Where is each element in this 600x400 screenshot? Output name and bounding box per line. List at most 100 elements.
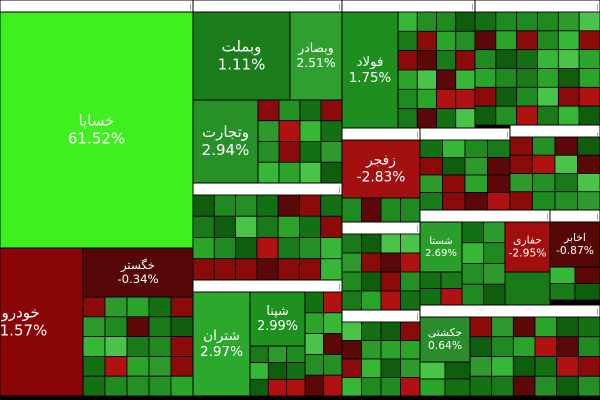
stock-tile [192,11,291,101]
small-tile [557,105,580,126]
small-tile [512,356,536,377]
small-tile [537,49,559,69]
small-tile [323,374,343,397]
small-tile [495,11,518,32]
small-tile [361,197,382,223]
small-tile [380,271,401,292]
small-tile [341,271,362,292]
small-tile [320,161,343,184]
small-tile [320,258,343,281]
small-tile [436,11,457,32]
small-tile [257,99,280,122]
small-tile [534,356,558,377]
stock-name: وبملت [222,38,262,56]
small-tile [104,316,128,337]
small-tile [361,358,382,378]
small-tile [361,233,382,254]
stock-name: زفجر [365,153,396,169]
stock-change: -1.57% [0,322,47,340]
small-tile [361,290,382,311]
stock-tile [0,11,194,249]
small-tile [442,157,466,176]
small-tile [126,375,150,397]
small-tile [442,192,466,211]
stock-change: 1.75% [349,71,391,86]
small-tile [380,290,401,311]
small-tile [461,263,484,285]
small-tile [537,11,559,32]
small-tile [341,197,362,223]
stock-change: 0.64% [428,339,462,352]
stock-name: حکشتی [428,326,462,339]
small-tile [82,296,106,318]
small-tile [419,174,443,193]
small-tile [461,221,484,244]
small-tile [361,321,382,341]
small-tile [469,375,493,397]
small-tile [455,11,476,32]
small-tile [267,345,288,364]
sector-title: حمل و نقل، انبارداری و ارتباطات [+] [597,308,600,316]
small-tile [436,50,457,71]
small-tile [474,86,497,107]
small-tile [416,30,437,52]
small-tile [361,252,382,273]
small-tile [400,252,421,273]
small-tile [400,377,421,397]
small-tile [578,86,600,107]
stock-change: 2.97% [200,344,243,360]
small-tile [436,69,457,90]
small-tile [299,161,322,184]
stock-tile [419,221,463,273]
sector-title: بانکها و موسسات اعتباری [+] [339,3,427,11]
small-tile [278,99,301,122]
small-tile [549,266,576,284]
small-tile [419,139,443,158]
small-tile [361,377,382,397]
small-tile [380,377,401,397]
small-tile [341,321,362,341]
small-tile [516,30,538,51]
small-tile [278,120,301,142]
sector-title: مخابرات [+] [597,213,600,221]
small-tile [323,312,343,334]
small-tile [577,173,600,193]
stock-change: -0.34% [117,272,158,286]
small-tile [400,233,421,254]
stock-tile [82,247,194,298]
small-tile [495,68,518,88]
sector-title: زراعت و خدمات وابسته [+] [417,131,500,139]
sector-title: محصولات شیمیایی [+] [339,186,408,194]
small-tile [148,316,172,337]
small-tile [235,258,258,281]
small-tile [341,377,362,397]
small-tile [213,215,236,238]
small-tile [516,49,538,69]
small-tile [104,336,128,357]
small-tile [380,321,401,341]
small-tile [509,154,533,174]
small-tile [192,258,215,281]
sector-header [193,183,342,195]
small-tile [577,336,600,357]
small-tile [286,345,306,364]
small-tile [556,336,579,357]
sector-header [420,305,600,317]
small-tile [537,105,559,126]
small-tile [397,11,418,32]
small-tile [574,283,600,301]
small-tile [455,50,476,71]
small-tile [440,271,463,289]
small-tile [487,192,511,211]
sector-title: استخراج نفت گاز [+] [547,212,600,221]
small-tile [577,191,600,211]
small-tile [532,191,556,211]
sector-title: محصولات کاغذی [+] [507,131,570,139]
stock-name: شتران [203,328,240,344]
small-tile [495,49,518,69]
small-tile [455,88,476,110]
small-tile [323,291,343,314]
small-tile [320,215,343,238]
small-tile [256,194,279,217]
